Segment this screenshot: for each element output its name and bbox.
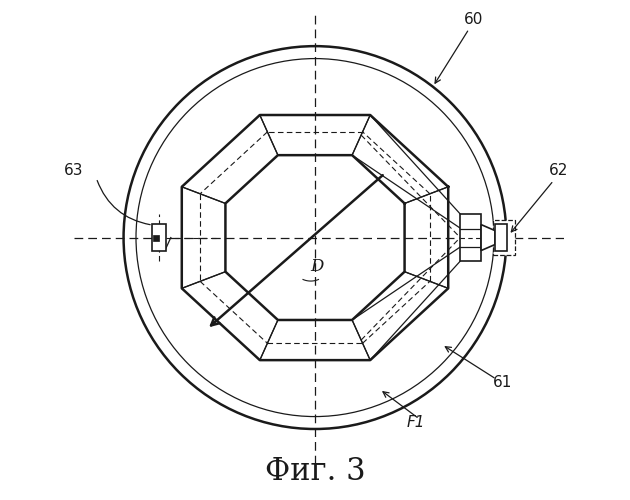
Bar <box>153 234 159 240</box>
Bar <box>460 214 481 261</box>
Text: 60: 60 <box>464 12 484 27</box>
Bar <box>152 224 166 251</box>
Polygon shape <box>481 224 495 250</box>
Text: 62: 62 <box>549 164 568 178</box>
Bar <box>493 220 515 256</box>
Text: 63: 63 <box>64 164 83 178</box>
Text: Фиг. 3: Фиг. 3 <box>265 456 365 487</box>
Text: F1: F1 <box>407 414 425 430</box>
Bar <box>495 224 507 251</box>
Text: D: D <box>311 258 324 275</box>
Text: 61: 61 <box>493 374 512 390</box>
